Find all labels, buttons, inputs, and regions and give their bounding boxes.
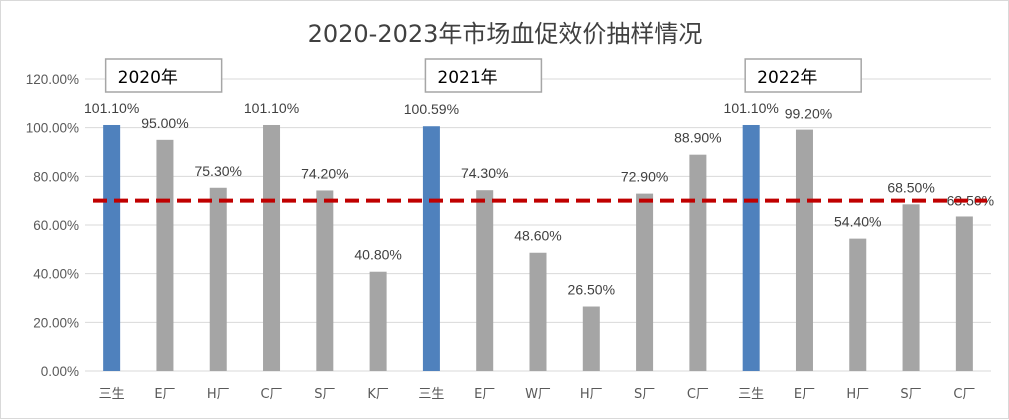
y-tick-label: 80.00% <box>33 169 79 184</box>
x-tick-label: C厂 <box>687 387 709 402</box>
data-label: 48.60% <box>514 228 561 244</box>
bars <box>103 124 973 372</box>
y-tick-label: 120.00% <box>26 72 79 87</box>
data-label: 72.90% <box>621 169 668 185</box>
data-label: 54.40% <box>834 214 881 230</box>
y-axis-tick-labels: 0.00% 20.00% 40.00% 60.00% 80.00% 100.00% 120.… <box>26 72 79 379</box>
data-label: 74.20% <box>301 165 348 181</box>
x-tick-label: E厂 <box>474 387 495 402</box>
y-tick-label: 60.00% <box>33 218 79 233</box>
data-label: 88.90% <box>674 130 721 146</box>
data-label: 26.50% <box>568 282 615 298</box>
chart-title: 2020-2023年市场血促效价抽样情况 <box>308 20 703 48</box>
y-tick-label: 100.00% <box>26 121 79 136</box>
year-box: 2020年 <box>104 58 223 93</box>
year-box-frame <box>744 58 862 93</box>
bar <box>636 193 654 371</box>
x-tick-label: H厂 <box>580 387 603 402</box>
year-box-frame <box>104 58 223 93</box>
data-label: 99.20% <box>785 106 832 122</box>
year-box: 2022年 <box>744 58 862 93</box>
bar <box>795 129 813 371</box>
bar <box>849 238 867 371</box>
data-label: 68.50% <box>887 179 934 195</box>
bar <box>156 139 174 371</box>
data-label: 101.10% <box>244 100 299 116</box>
y-tick-label: 20.00% <box>33 315 79 330</box>
x-tick-label: H厂 <box>846 387 869 402</box>
x-tick-label: K厂 <box>367 387 389 402</box>
x-tick-label: S厂 <box>900 387 921 402</box>
year-box-label: 2020年 <box>118 68 178 88</box>
x-tick-label: W厂 <box>525 387 551 402</box>
bar <box>209 187 227 371</box>
year-box-label: 2021年 <box>437 68 497 88</box>
year-box-frame <box>424 58 543 93</box>
x-tick-label: E厂 <box>154 387 175 402</box>
bar <box>263 124 281 372</box>
bar <box>316 190 334 371</box>
x-tick-label: 三生 <box>738 387 764 402</box>
x-tick-label: C厂 <box>260 387 282 402</box>
year-box: 2021年 <box>424 58 543 93</box>
year-box-label: 2022年 <box>757 68 817 88</box>
year-group-boxes: 2020年 2021年 2022年 <box>104 58 862 93</box>
bar-highlight <box>422 126 440 371</box>
data-label: 100.59% <box>404 101 459 117</box>
x-tick-label: E厂 <box>794 387 815 402</box>
bar-highlight <box>103 124 121 372</box>
bar <box>955 216 973 371</box>
bar <box>582 306 600 371</box>
x-tick-label: S厂 <box>634 387 655 402</box>
x-tick-label: C厂 <box>953 387 975 402</box>
data-labels: 101.10%95.00%75.30%101.10%74.20%40.80%10… <box>84 100 994 298</box>
bar <box>902 204 920 371</box>
bar <box>689 154 707 371</box>
data-label: 74.30% <box>461 165 508 181</box>
y-tick-label: 0.00% <box>41 364 79 379</box>
data-label: 101.10% <box>724 100 779 116</box>
bar <box>369 271 387 371</box>
x-tick-label: H厂 <box>207 387 230 402</box>
x-axis-tick-labels: 三生 E厂 H厂 C厂 S厂 K厂 三生 E厂 W厂 H厂 S厂 C厂 三生 E厂 H厂 S厂 C厂 <box>99 387 976 402</box>
x-tick-label: 三生 <box>99 387 125 402</box>
x-tick-label: S厂 <box>314 387 335 402</box>
data-label: 40.80% <box>354 247 401 263</box>
bar <box>529 252 547 371</box>
y-tick-label: 40.00% <box>33 267 79 282</box>
data-label: 95.00% <box>141 115 188 131</box>
bar <box>476 190 494 371</box>
x-tick-label: 三生 <box>418 387 444 402</box>
bar-highlight <box>742 124 760 372</box>
data-label: 101.10% <box>84 100 139 116</box>
data-label: 75.30% <box>194 163 241 179</box>
data-label: 63.50% <box>947 192 994 208</box>
